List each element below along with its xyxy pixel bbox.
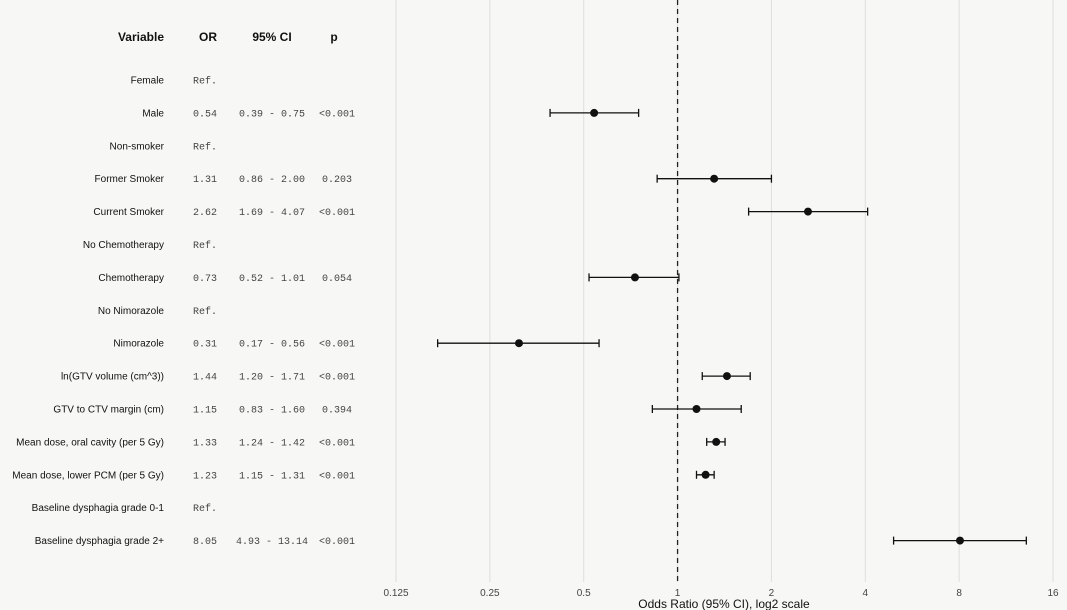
row-ci-value: 1.24 - 1.42 — [239, 438, 305, 449]
row-ci-value: 0.39 - 0.75 — [239, 109, 305, 120]
table-row: Baseline dysphagia grade 2+ 8.05 4.93 - 13… — [35, 536, 1027, 548]
header-ci: 95% CI — [252, 30, 291, 44]
row-variable-label: Female — [131, 76, 165, 87]
row-variable-label: GTV to CTV margin (cm) — [53, 405, 164, 416]
x-axis-label: Odds Ratio (95% CI), log2 scale — [638, 597, 810, 610]
row-ci-value: 0.52 - 1.01 — [239, 274, 305, 285]
table-row: No Chemotherapy Ref. — [83, 240, 217, 252]
row-variable-label: Mean dose, lower PCM (per 5 Gy) — [12, 470, 164, 481]
row-variable-label: Non-smoker — [110, 141, 165, 152]
row-variable-label: Nimorazole — [113, 339, 164, 350]
row-p-value: <0.001 — [319, 471, 355, 482]
row-or-value: 0.31 — [193, 340, 217, 351]
row-or-value: 0.54 — [193, 109, 217, 120]
row-ci-value: 0.17 - 0.56 — [239, 340, 305, 351]
row-ci-value: 1.20 - 1.71 — [239, 373, 305, 384]
table-row: Non-smoker Ref. — [110, 141, 217, 153]
table-row: Male 0.54 0.39 - 0.75 <0.001 — [142, 108, 640, 120]
or-point — [955, 536, 964, 545]
or-point — [514, 339, 523, 348]
row-ci-value: 1.15 - 1.31 — [239, 471, 305, 482]
table-row: Female Ref. — [131, 76, 217, 88]
or-point — [630, 273, 639, 282]
row-ci-value: 4.93 - 13.14 — [236, 537, 308, 548]
table-row: Baseline dysphagia grade 0-1 Ref. — [32, 503, 217, 515]
or-point — [722, 372, 731, 381]
table-row: Chemotherapy 0.73 0.52 - 1.01 0.054 — [98, 273, 680, 285]
row-or-value: Ref. — [193, 76, 217, 88]
x-tick-label: 0.5 — [577, 588, 591, 599]
table-row: GTV to CTV margin (cm) 1.15 0.83 - 1.60 0.3… — [53, 405, 742, 417]
table-row: Current Smoker 2.62 1.69 - 4.07 <0.001 — [93, 207, 869, 219]
row-p-value: <0.001 — [319, 109, 355, 120]
or-point — [692, 405, 701, 413]
row-p-value: <0.001 — [319, 438, 355, 449]
row-variable-label: Current Smoker — [93, 207, 164, 218]
table-row: ln(GTV volume (cm^3)) 1.44 1.20 - 1.71 <0.0… — [61, 372, 751, 384]
row-or-value: 8.05 — [193, 537, 217, 548]
row-ci-value: 0.86 - 2.00 — [239, 175, 305, 186]
row-or-value: Ref. — [193, 240, 217, 252]
table-rows: Female Ref. Male 0.54 0.39 - 0.75 <0.001 Non-s… — [12, 76, 1027, 548]
row-or-value: 2.62 — [193, 208, 217, 219]
row-variable-label: Former Smoker — [95, 174, 165, 185]
table-header: Variable OR 95% CI p — [118, 30, 338, 44]
header-variable: Variable — [118, 30, 164, 44]
table-row: Mean dose, oral cavity (per 5 Gy) 1.33 1.2… — [16, 437, 726, 449]
row-variable-label: Mean dose, oral cavity (per 5 Gy) — [16, 437, 164, 448]
or-point — [701, 470, 710, 479]
x-tick-label: 0.125 — [383, 588, 408, 599]
row-or-value: 1.44 — [193, 373, 217, 384]
row-or-value: Ref. — [193, 141, 217, 153]
row-variable-label: Baseline dysphagia grade 0-1 — [32, 503, 165, 514]
row-variable-label: No Nimorazole — [98, 306, 165, 317]
row-p-value: <0.001 — [319, 373, 355, 384]
row-or-value: 0.73 — [193, 274, 217, 285]
row-p-value: 0.394 — [322, 406, 352, 417]
row-ci-value: 1.69 - 4.07 — [239, 208, 305, 219]
table-row: Nimorazole 0.31 0.17 - 0.56 <0.001 — [113, 339, 600, 351]
x-tick-label: 8 — [956, 588, 962, 599]
row-or-value: Ref. — [193, 503, 217, 515]
row-or-value: 1.31 — [193, 175, 217, 186]
row-p-value: <0.001 — [319, 340, 355, 351]
row-or-value: Ref. — [193, 306, 217, 318]
table-row: Mean dose, lower PCM (per 5 Gy) 1.23 1.15 … — [12, 470, 715, 482]
row-or-value: 1.33 — [193, 438, 217, 449]
row-p-value: <0.001 — [319, 208, 355, 219]
x-tick-label: 16 — [1047, 588, 1059, 599]
or-point — [712, 437, 721, 446]
row-variable-label: No Chemotherapy — [83, 240, 164, 251]
row-variable-label: Male — [142, 108, 164, 119]
header-or: OR — [199, 30, 217, 44]
x-tick-label: 4 — [863, 588, 869, 599]
row-variable-label: ln(GTV volume (cm^3)) — [61, 372, 164, 383]
x-tick-label: 1 — [675, 588, 681, 599]
row-variable-label: Baseline dysphagia grade 2+ — [35, 536, 164, 547]
x-tick-label: 0.25 — [480, 588, 500, 599]
or-point — [803, 207, 812, 216]
header-p: p — [330, 30, 337, 44]
row-or-value: 1.15 — [193, 406, 217, 417]
grid-lines — [395, 0, 1054, 582]
x-tick-label: 2 — [769, 588, 775, 599]
table-row: Former Smoker 1.31 0.86 - 2.00 0.203 — [95, 174, 773, 186]
or-point — [710, 174, 719, 183]
x-axis-ticks: 0.125 0.25 0.5 1 2 4 8 16 — [383, 588, 1059, 599]
table-row: No Nimorazole Ref. — [98, 306, 217, 318]
row-variable-label: Chemotherapy — [98, 273, 164, 284]
row-or-value: 1.23 — [193, 471, 217, 482]
row-p-value: <0.001 — [319, 537, 355, 548]
or-point — [590, 108, 599, 117]
row-p-value: 0.203 — [322, 175, 352, 186]
row-p-value: 0.054 — [322, 274, 352, 285]
row-ci-value: 0.83 - 1.60 — [239, 406, 305, 417]
